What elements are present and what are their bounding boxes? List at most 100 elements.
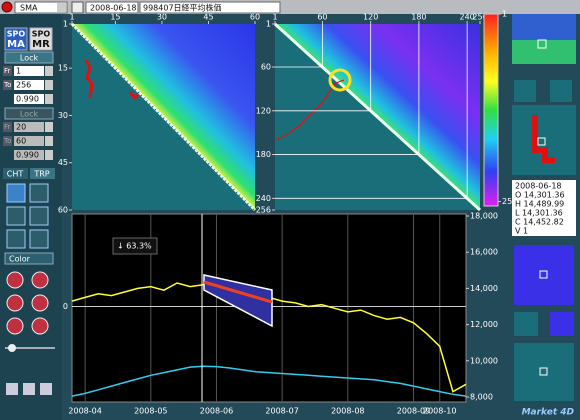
x-tick-label: 2008-10 — [423, 407, 456, 416]
spinner[interactable] — [45, 150, 53, 160]
diagonal — [70, 22, 257, 212]
y2-tick-label: 8,000 — [470, 393, 493, 402]
field-label: To — [3, 137, 11, 145]
input[interactable] — [14, 150, 44, 160]
icon-button[interactable] — [6, 383, 18, 395]
y-tick-label: 1 — [63, 20, 68, 29]
input[interactable] — [14, 80, 44, 90]
hotspot — [84, 59, 140, 101]
round-button[interactable] — [6, 294, 24, 312]
annotation: ↓ 63.3% — [117, 242, 152, 251]
y2-tick-label: 14,000 — [470, 284, 498, 293]
annotation-box — [112, 237, 158, 255]
marker — [537, 39, 547, 49]
x-tick-label: 256 — [472, 13, 487, 22]
round-button[interactable] — [6, 271, 24, 289]
tool-button[interactable] — [29, 183, 49, 203]
x-tick-label: 2008-04 — [68, 407, 101, 416]
info-close: C 14,452.82 — [515, 218, 564, 227]
diagonal — [273, 22, 482, 212]
tab[interactable] — [3, 168, 28, 179]
round-button[interactable] — [6, 317, 24, 335]
tool-button[interactable] — [29, 229, 49, 249]
input-value: 0.990 — [16, 151, 39, 160]
input[interactable] — [14, 66, 44, 76]
x-tick-label: 120 — [363, 13, 378, 22]
y-tick-label: 30 — [58, 111, 68, 120]
x-tick-label: 60 — [250, 13, 260, 22]
round-buttons — [6, 271, 49, 335]
lock-label: Lock — [20, 110, 39, 119]
input-value: 20 — [16, 123, 26, 132]
field-tag — [3, 122, 12, 132]
color-dropdown[interactable] — [4, 252, 54, 265]
y-tick-label: 1 — [266, 20, 271, 29]
badge-top: SPO — [7, 30, 26, 39]
thumbnail — [512, 105, 576, 175]
power-button[interactable] — [1, 1, 13, 13]
spinner[interactable] — [45, 94, 53, 104]
tab[interactable] — [30, 168, 55, 179]
y-tick-label: 60 — [261, 63, 271, 72]
badges: SPO MA SPO MR — [4, 27, 53, 51]
x-tick-label: 30 — [157, 13, 167, 22]
input-value: 256 — [16, 81, 31, 90]
lock-button[interactable] — [4, 107, 54, 120]
thumbnail — [514, 245, 574, 305]
colorbar-ticks: 1 250 — [498, 10, 517, 206]
round-button[interactable] — [31, 317, 49, 335]
field-tag — [3, 136, 12, 146]
tool-button[interactable] — [29, 206, 49, 226]
info-low: L 14,301.36 — [515, 209, 563, 218]
round-button[interactable] — [31, 271, 49, 289]
lock-label: Lock — [20, 54, 39, 63]
badge-mr[interactable] — [29, 27, 53, 51]
spinner[interactable] — [45, 122, 53, 132]
spinner[interactable] — [45, 80, 53, 90]
slider-knob[interactable] — [8, 344, 16, 352]
x-tick-label: 2008-05 — [134, 407, 167, 416]
dropdown-arrow[interactable] — [57, 3, 66, 12]
spinner[interactable] — [45, 66, 53, 76]
x-tick-label: 180 — [411, 13, 426, 22]
symbol: 998407日経平均株価 — [143, 3, 222, 13]
round-button[interactable] — [31, 294, 49, 312]
input[interactable] — [14, 122, 44, 132]
input[interactable] — [14, 136, 44, 146]
x-tick-label: 1 — [272, 13, 277, 22]
badge-bottom: MR — [32, 39, 50, 50]
info-box — [512, 180, 576, 236]
input[interactable] — [14, 94, 44, 104]
colorbar — [483, 13, 499, 207]
x-tick-label: 45 — [203, 13, 213, 22]
symbol-box[interactable] — [139, 1, 281, 14]
badge-ma[interactable] — [4, 27, 28, 51]
tab-label: TRP — [33, 170, 49, 179]
info-date: 2008-06-18 — [515, 182, 562, 191]
x-tick-label: 1 — [69, 13, 74, 22]
lock-button[interactable] — [4, 51, 54, 64]
range-group-2: Lock Fr 20 To 60 0.990 — [3, 107, 54, 160]
x-tick-label: 15 — [110, 13, 120, 22]
tool-button[interactable] — [6, 206, 26, 226]
field-label: Fr — [4, 67, 11, 75]
heatmap-short: 1 15 30 45 60 1 15 30 45 60 — [58, 13, 260, 215]
y2-tick-label: 10,000 — [470, 356, 498, 365]
input-value: 0.990 — [16, 95, 39, 104]
date-box[interactable] — [85, 1, 139, 14]
y-tick-label: 240 — [256, 194, 271, 203]
spinner[interactable] — [45, 136, 53, 146]
field-tag — [3, 66, 12, 76]
tool-button[interactable] — [6, 183, 26, 203]
marker — [539, 270, 548, 279]
icon-button[interactable] — [40, 383, 52, 395]
icon-button[interactable] — [23, 383, 35, 395]
indicator: SMA — [20, 4, 38, 13]
colorbar-label: 250 — [502, 197, 517, 206]
calendar-icon[interactable] — [71, 1, 84, 14]
indicator-dropdown[interactable] — [14, 1, 68, 14]
tool-button[interactable] — [6, 229, 26, 249]
field-tag — [3, 80, 12, 90]
